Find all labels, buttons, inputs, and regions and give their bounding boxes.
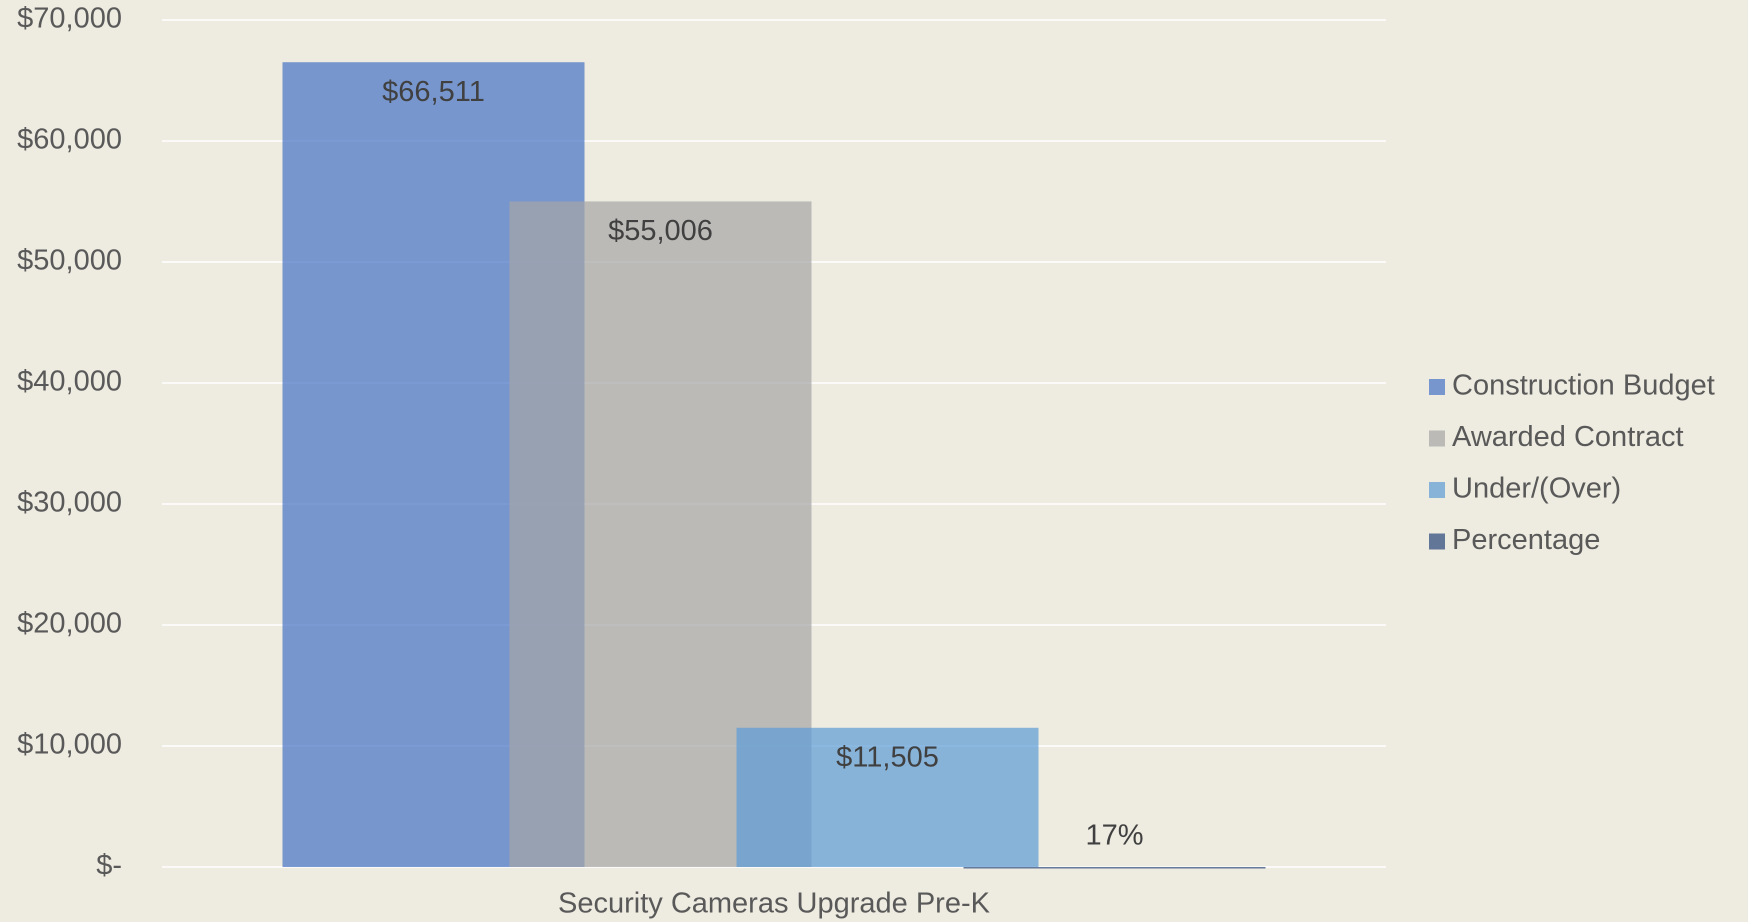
legend-swatch	[1429, 533, 1445, 550]
y-tick-label: $50,000	[17, 245, 122, 277]
y-tick-label: $20,000	[17, 608, 122, 640]
y-tick-label: $-	[96, 850, 122, 882]
legend-swatch	[1429, 430, 1445, 447]
legend-label: Under/(Over)	[1452, 473, 1621, 505]
bar	[963, 866, 1266, 869]
bar	[736, 727, 1039, 867]
y-tick-label: $30,000	[17, 487, 122, 519]
data-label: $66,511	[382, 76, 485, 108]
x-tick-label: Security Cameras Upgrade Pre-K	[558, 888, 991, 920]
data-label: $11,505	[836, 741, 939, 773]
y-tick-label: $10,000	[17, 729, 122, 761]
y-tick-label: $70,000	[17, 3, 122, 35]
y-tick-label: $40,000	[17, 366, 122, 398]
data-label: $55,006	[608, 215, 713, 247]
legend-swatch	[1429, 482, 1445, 498]
y-tick-label: $60,000	[17, 124, 122, 156]
legend-swatch	[1429, 379, 1445, 395]
legend-label: Awarded Contract	[1452, 421, 1684, 453]
legend-label: Percentage	[1452, 524, 1600, 556]
legend-label: Construction Budget	[1452, 370, 1715, 402]
data-label: 17%	[1085, 820, 1143, 852]
